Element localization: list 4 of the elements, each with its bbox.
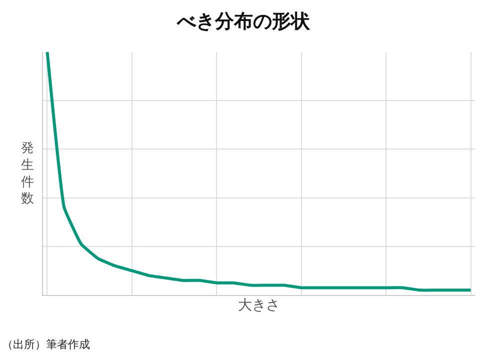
y-axis-title: 発生件数	[21, 141, 34, 207]
text: （出所）筆者作成	[2, 338, 90, 351]
x-axis-title: 大きさ	[238, 297, 280, 314]
chart-title: べき分布の形状	[176, 10, 311, 33]
